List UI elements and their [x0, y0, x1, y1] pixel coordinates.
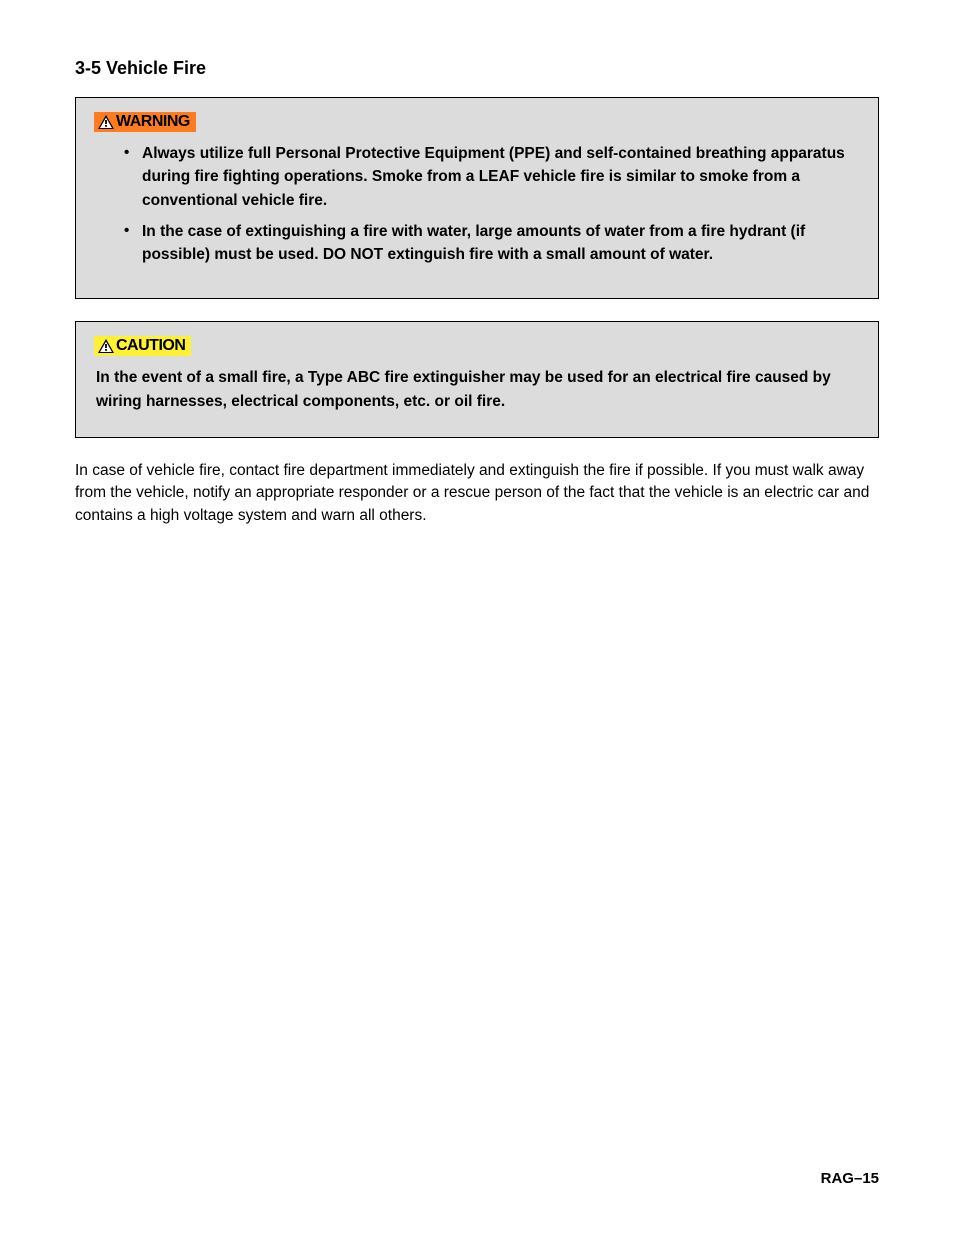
caution-text: In the event of a small fire, a Type ABC…: [94, 366, 860, 413]
section-heading: 3-5 Vehicle Fire: [75, 58, 879, 79]
warning-box: WARNING Always utilize full Personal Pro…: [75, 97, 879, 299]
warning-triangle-icon: [98, 115, 114, 129]
caution-box: CAUTION In the event of a small fire, a …: [75, 321, 879, 438]
warning-label-text: WARNING: [116, 113, 190, 131]
caution-label-text: CAUTION: [116, 337, 185, 355]
caution-triangle-icon: [98, 339, 114, 353]
body-paragraph: In case of vehicle fire, contact fire de…: [75, 460, 879, 527]
warning-label: WARNING: [94, 112, 196, 132]
warning-bullet-item: Always utilize full Personal Protective …: [124, 142, 860, 212]
warning-bullet-list: Always utilize full Personal Protective …: [94, 142, 860, 266]
caution-label: CAUTION: [94, 336, 191, 356]
page-number: RAG–15: [821, 1170, 879, 1187]
warning-bullet-item: In the case of extinguishing a fire with…: [124, 220, 860, 267]
